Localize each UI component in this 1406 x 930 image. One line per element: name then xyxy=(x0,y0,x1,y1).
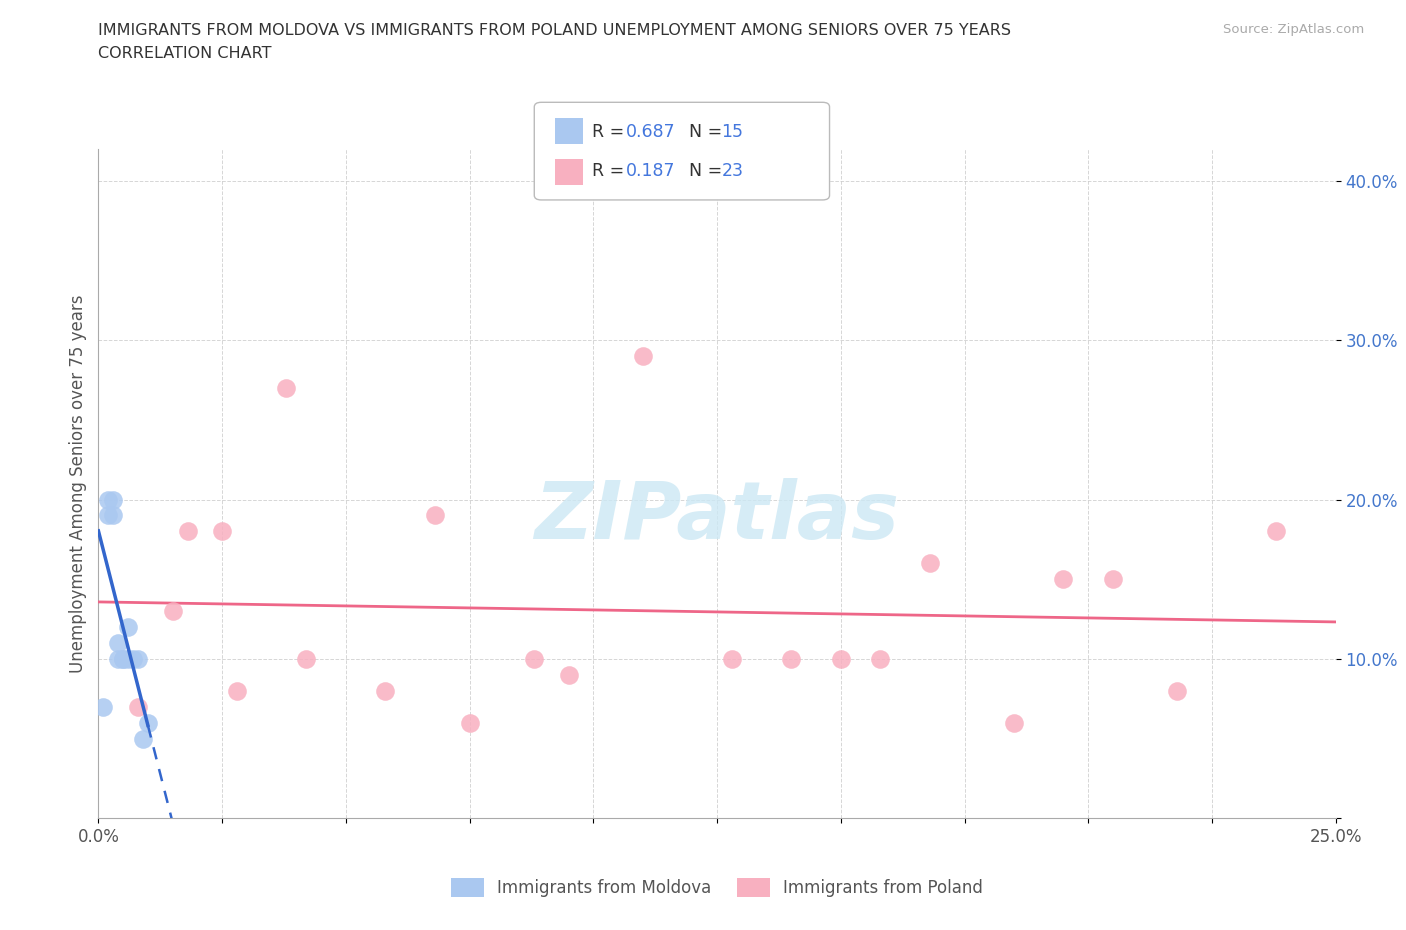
Point xyxy=(869,652,891,667)
Point xyxy=(276,380,298,395)
Point xyxy=(295,652,318,667)
Point xyxy=(107,635,129,650)
Point xyxy=(112,652,135,667)
Text: 23: 23 xyxy=(721,163,744,180)
Text: 15: 15 xyxy=(721,123,744,140)
Point xyxy=(132,731,155,746)
Point xyxy=(1102,572,1125,587)
Point xyxy=(122,652,145,667)
Point xyxy=(127,652,149,667)
Point xyxy=(211,524,233,538)
Point xyxy=(830,652,852,667)
Point xyxy=(97,508,120,523)
Text: ZIPatlas: ZIPatlas xyxy=(534,478,900,556)
Point xyxy=(918,556,941,571)
Text: R =: R = xyxy=(592,163,630,180)
Point xyxy=(127,699,149,714)
Point xyxy=(226,684,249,698)
Point xyxy=(93,699,115,714)
Point xyxy=(103,492,125,507)
Point xyxy=(117,619,139,634)
Point xyxy=(374,684,396,698)
Point xyxy=(103,508,125,523)
Point xyxy=(523,652,546,667)
Point xyxy=(1166,684,1188,698)
Text: 0.687: 0.687 xyxy=(626,123,675,140)
Point xyxy=(1265,524,1288,538)
Text: Source: ZipAtlas.com: Source: ZipAtlas.com xyxy=(1223,23,1364,36)
Point xyxy=(117,652,139,667)
Point xyxy=(423,508,446,523)
Point xyxy=(1052,572,1074,587)
Legend: Immigrants from Moldova, Immigrants from Poland: Immigrants from Moldova, Immigrants from… xyxy=(444,871,990,904)
Text: CORRELATION CHART: CORRELATION CHART xyxy=(98,46,271,61)
Point xyxy=(780,652,803,667)
Text: N =: N = xyxy=(689,163,728,180)
Text: 0.187: 0.187 xyxy=(626,163,675,180)
Point xyxy=(176,524,198,538)
Point xyxy=(136,715,159,730)
Point xyxy=(631,349,654,364)
Text: IMMIGRANTS FROM MOLDOVA VS IMMIGRANTS FROM POLAND UNEMPLOYMENT AMONG SENIORS OVE: IMMIGRANTS FROM MOLDOVA VS IMMIGRANTS FR… xyxy=(98,23,1011,38)
Text: N =: N = xyxy=(689,123,728,140)
Point xyxy=(162,604,184,618)
Point xyxy=(107,652,129,667)
Point xyxy=(721,652,744,667)
Point xyxy=(112,652,135,667)
Point xyxy=(97,492,120,507)
Text: R =: R = xyxy=(592,123,630,140)
Point xyxy=(557,668,579,683)
Point xyxy=(1002,715,1025,730)
Point xyxy=(458,715,481,730)
Y-axis label: Unemployment Among Seniors over 75 years: Unemployment Among Seniors over 75 years xyxy=(69,295,87,672)
